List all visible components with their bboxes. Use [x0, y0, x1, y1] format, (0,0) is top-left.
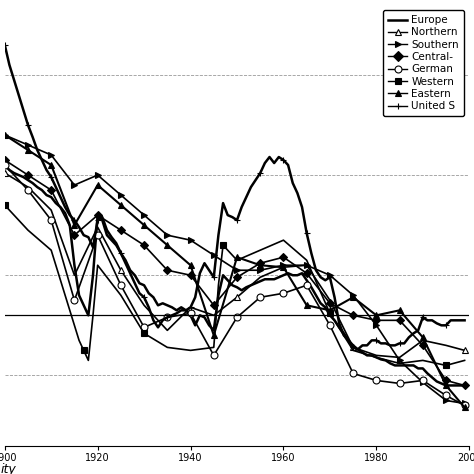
- Text: ity: ity: [0, 463, 16, 474]
- Legend: Europe, Northern, Southern, Central-, German, Western, Eastern, United S: Europe, Northern, Southern, Central-, Ge…: [383, 10, 464, 117]
